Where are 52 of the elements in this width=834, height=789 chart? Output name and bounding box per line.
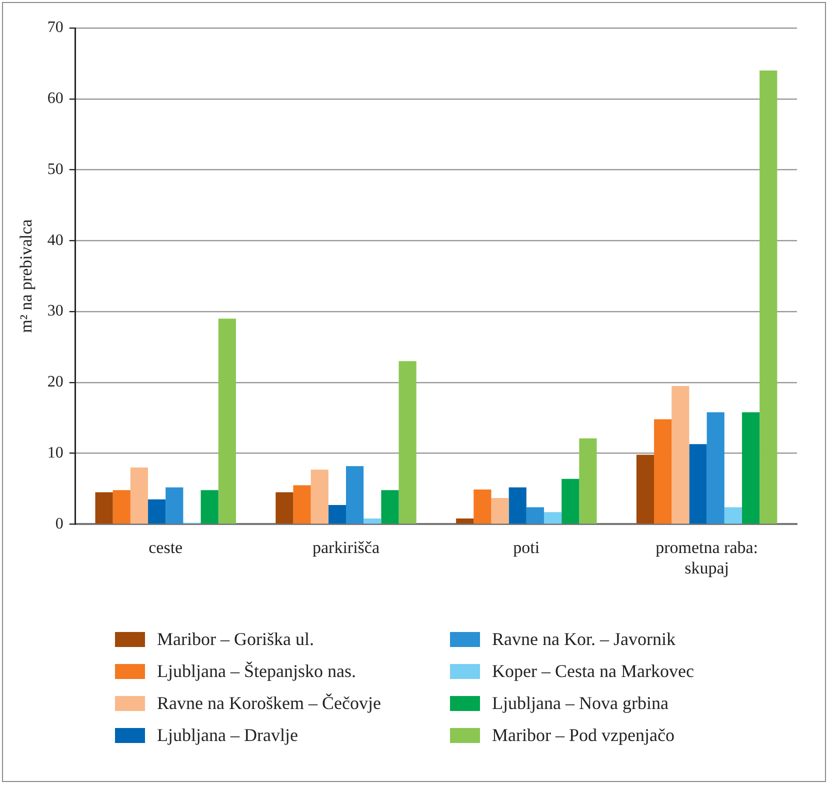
legend-label: Ljubljana – Dravlje [157,724,298,746]
legend-label: Ravne na Kor. – Javornik [492,628,676,650]
bar [328,505,346,524]
y-tick-label: 70 [47,19,64,36]
legend-label: Ljubljana – Štepanjsko nas. [157,660,356,682]
bar [562,478,580,524]
bar [148,499,166,524]
y-tick-label: 60 [47,90,64,108]
bar [218,318,236,524]
bar [364,518,382,524]
x-tick-label: poti [513,538,540,557]
legend-label: Ljubljana – Nova grbina [492,692,668,714]
x-tick-label: prometna raba: skupaj [656,538,758,578]
bar [508,487,526,524]
bar [130,467,148,524]
x-tick-label: parkirišča [312,538,380,557]
bar [526,507,544,524]
bar [654,419,672,524]
bar [724,507,742,524]
y-tick-label: 40 [47,232,64,249]
legend-label: Ravne na Koroškem – Čečovje [157,692,381,714]
y-axis-title: m² na prebivalca [16,218,36,333]
bar [276,492,294,524]
x-tick-label: ceste [148,538,183,557]
bar [346,466,364,524]
bar [112,490,130,524]
bar [689,444,707,524]
y-tick-label: 20 [47,374,64,391]
y-tick-label: 30 [47,302,64,320]
bar [672,386,690,524]
bar [310,470,328,524]
bar [95,492,113,524]
bar [474,489,492,524]
legend-label: Koper – Cesta na Markovec [492,660,694,682]
bar [760,70,778,524]
bar [381,490,399,524]
bar [200,490,218,524]
y-tick-label: 0 [55,515,64,532]
bar [544,512,562,524]
bar [491,498,509,524]
bar [706,412,724,524]
legend-label: Maribor – Goriška ul. [157,628,314,650]
bar [456,518,474,524]
bar [166,487,184,524]
y-tick-label: 10 [47,444,64,462]
bar [293,485,311,524]
bar [579,438,597,524]
y-tick-label: 50 [47,160,64,178]
bar [742,412,760,524]
bar [398,361,416,524]
legend-label: Maribor – Pod vzpenjačo [492,724,674,746]
bar [636,454,654,524]
